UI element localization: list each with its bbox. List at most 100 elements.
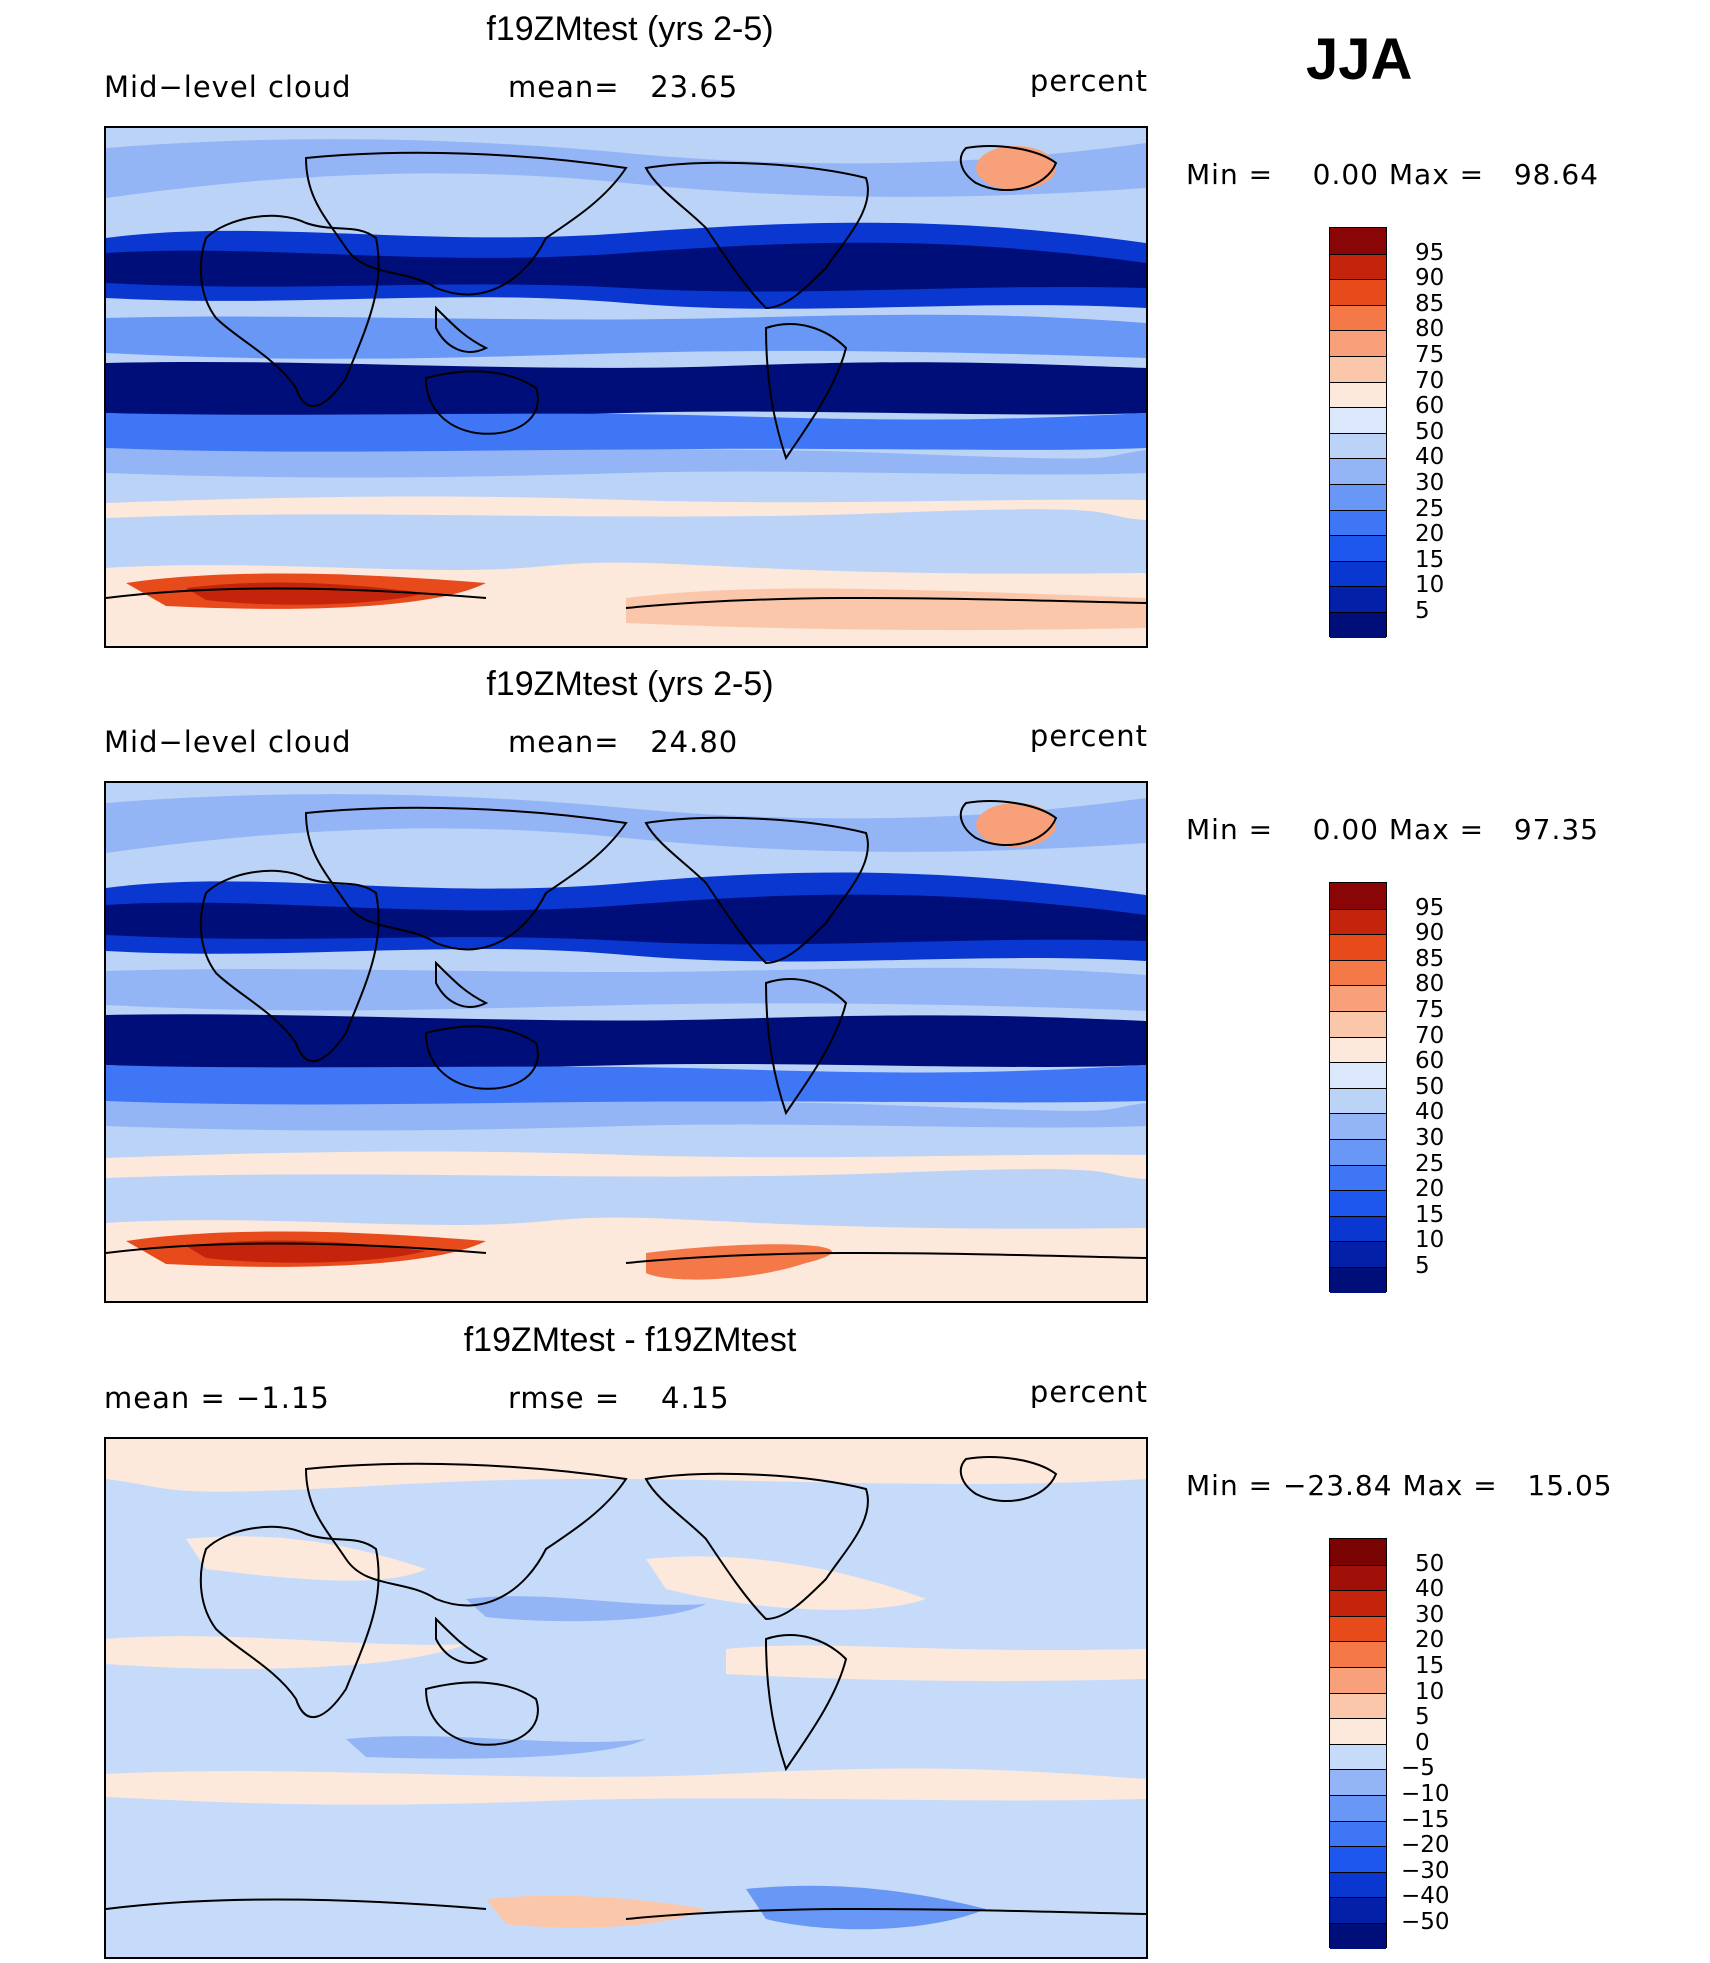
greenland-coast — [959, 145, 1058, 191]
colorbar-tick-label: 85 — [1415, 290, 1445, 317]
arctic-band — [106, 1439, 1146, 1492]
storm-track-north-core — [106, 242, 1146, 292]
colorbar-segment — [1330, 407, 1386, 433]
positive-anomaly — [646, 1556, 926, 1610]
colorbar-segment — [1330, 1539, 1386, 1565]
colorbar-segment — [1330, 356, 1386, 382]
colorbar-segment — [1330, 535, 1386, 561]
colorbar-segment — [1330, 1667, 1386, 1693]
colorbar-segment — [1330, 1846, 1386, 1872]
australia-coast — [424, 1681, 539, 1746]
greenland-high — [976, 146, 1056, 190]
colorbar-tick-label: 95 — [1415, 239, 1445, 266]
min-max-label: Min = 0.00 Max = 98.64 — [1186, 158, 1599, 191]
colorbar-tick-label: 90 — [1415, 920, 1445, 947]
colorbar-tick-label: 75 — [1415, 342, 1445, 368]
colorbar-tick-label: 30 — [1415, 1601, 1445, 1628]
colorbar-segment — [1330, 1871, 1386, 1898]
min-max-label: Min = 0.00 Max = 97.35 — [1186, 813, 1599, 846]
colorbar-tick-label: 50 — [1415, 1550, 1445, 1577]
colorbar-tick-label: −30 — [1401, 1857, 1450, 1884]
colorbar-tick-label: 15 — [1415, 1653, 1445, 1679]
colorbar-segment — [1330, 1820, 1386, 1847]
colorbar-tick-label: 85 — [1415, 945, 1445, 972]
africa-coast — [199, 869, 380, 1063]
colorbar-segment — [1330, 1190, 1386, 1216]
panel-control: f19ZMtest (yrs 2-5) Mid−level cloud mean… — [0, 0, 1710, 650]
negative-anomaly — [466, 1596, 706, 1622]
greenland-high — [976, 803, 1056, 847]
variable-label: Mid−level cloud — [104, 70, 352, 104]
colorbar-tick-label: −50 — [1401, 1909, 1450, 1935]
panel-title: f19ZMtest (yrs 2-5) — [486, 665, 774, 703]
southern-ocean-band — [106, 496, 1146, 520]
eurasia-coast — [304, 1462, 628, 1607]
panel-title: f19ZMtest - f19ZMtest — [463, 1321, 797, 1359]
min-max-label: Min = −23.84 Max = 15.05 — [1186, 1469, 1613, 1502]
units-label: percent — [1029, 1375, 1148, 1409]
itcz-band — [106, 314, 1146, 359]
north-america-coast — [644, 1472, 869, 1621]
colorbar-tick-label: 90 — [1415, 265, 1445, 292]
se-asia-coast — [435, 305, 489, 353]
colorbar-tick-label: 30 — [1415, 470, 1445, 496]
rmse-label: rmse = 4.15 — [508, 1381, 730, 1415]
panel-test: f19ZMtest (yrs 2-5) Mid−level cloud mean… — [0, 655, 1710, 1305]
season-label: JJA — [1306, 27, 1413, 92]
south-band-2 — [106, 1101, 1146, 1131]
itcz-band — [106, 967, 1146, 1011]
colorbar-segment — [1330, 959, 1386, 986]
colorbar-tick-label: 40 — [1415, 1576, 1445, 1603]
africa-coast — [199, 1525, 380, 1719]
colorbar-tick-label: 15 — [1415, 546, 1445, 573]
colorbar-segment — [1330, 1641, 1386, 1667]
antarctica-coast — [106, 1242, 1146, 1264]
colorbar-segment — [1330, 484, 1386, 510]
colorbar-tick-label: 70 — [1415, 1022, 1445, 1049]
coastlines — [106, 1456, 1146, 1920]
contour-map — [104, 126, 1148, 648]
colorbar-segment — [1330, 1923, 1386, 1949]
colorbar-tick-label: 20 — [1415, 1627, 1445, 1654]
panel-title: f19ZMtest (yrs 2-5) — [486, 10, 774, 48]
units-label: percent — [1029, 64, 1148, 98]
colorbar-segment — [1330, 612, 1386, 638]
colorbar-segment — [1330, 1113, 1386, 1139]
colorbar-segment — [1330, 1743, 1386, 1770]
colorbar-segment — [1330, 883, 1386, 909]
positive-anomaly — [106, 1636, 466, 1669]
south-america-coast — [764, 978, 848, 1116]
panel-difference: f19ZMtest - f19ZMtest mean = −1.15 rmse … — [0, 1311, 1710, 1961]
colorbar-segment — [1330, 381, 1386, 408]
colorbar-tick-label: 15 — [1415, 1201, 1445, 1228]
australia-coast — [424, 370, 539, 435]
colorbar-tick-label: 60 — [1415, 1048, 1445, 1075]
colorbar-tick-label: 10 — [1415, 572, 1445, 599]
greenland-coast — [959, 800, 1058, 846]
subtropic-south-core — [106, 1014, 1146, 1071]
colorbar-segment — [1330, 1164, 1386, 1191]
colorbar-tick-label: 10 — [1415, 1678, 1445, 1705]
colorbar-segment — [1330, 934, 1386, 960]
colorbar-segment — [1330, 253, 1386, 280]
colorbar-gradient — [1329, 1538, 1387, 1949]
se-asia-coast — [435, 1616, 489, 1664]
colorbar-tick-label: 5 — [1415, 598, 1430, 624]
positive-anomaly — [186, 1536, 426, 1581]
positive-anomaly — [106, 1768, 1146, 1805]
colorbar-segment — [1330, 560, 1386, 587]
map-svg — [106, 1439, 1146, 1957]
south-america-coast — [764, 1634, 848, 1772]
colorbar-tick-label: 5 — [1415, 1253, 1430, 1279]
variable-label: Mid−level cloud — [104, 725, 352, 759]
south-band-2 — [106, 448, 1146, 478]
colorbar-tick-label: 80 — [1415, 316, 1445, 343]
greenland-coast — [959, 1456, 1058, 1502]
colorbar-segment — [1330, 1036, 1386, 1063]
colorbar-tick-label: 70 — [1415, 367, 1445, 394]
colorbar-segment — [1330, 1590, 1386, 1616]
storm-track-north-core — [106, 894, 1146, 945]
africa-coast — [199, 214, 380, 408]
positive-anomaly-strong — [486, 1895, 706, 1928]
colorbar-segment — [1330, 458, 1386, 484]
